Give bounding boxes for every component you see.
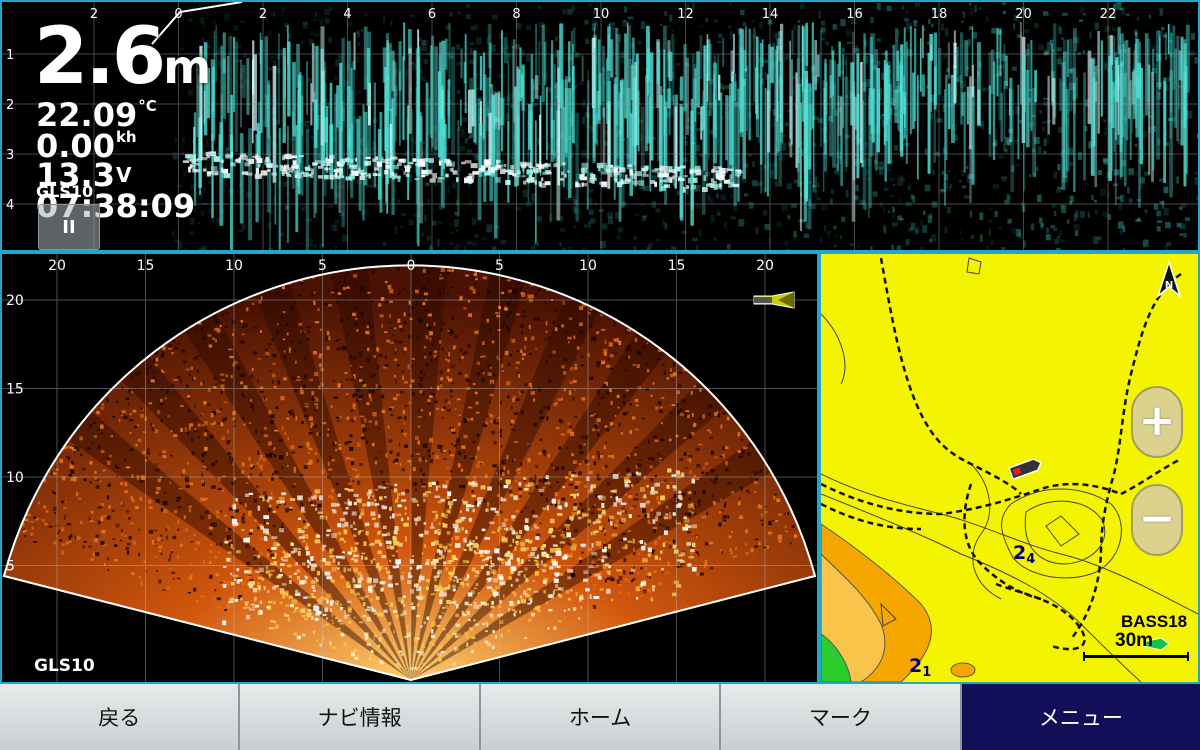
live-scope-returns (172, 2, 1198, 250)
live-scope-y-tick: 2 (6, 98, 14, 113)
green-area (821, 633, 852, 682)
fan-sonar-x-tick: 15 (668, 258, 686, 274)
voltage-unit: V (115, 163, 132, 187)
water-temperature-readout: 22.09°C (36, 96, 157, 134)
transducer-direction-icon (753, 291, 795, 309)
speed-readout: 0.00kh (36, 127, 137, 165)
live-scope-x-tick: 16 (846, 7, 863, 22)
fan-sonar-axis-labels: 20 15 10 5 0 5 10 15 20 20 15 10 5 (6, 258, 774, 575)
live-scope-y-tick: 4 (6, 198, 14, 213)
map-track-lines (821, 257, 1182, 651)
live-scope-x-tick: 22 (1100, 7, 1117, 22)
menu-button[interactable]: メニュー (961, 684, 1200, 750)
speed-unit: kh (115, 128, 137, 146)
map-scale-label: 30m (1115, 630, 1154, 651)
live-scope-x-tick: 14 (762, 7, 779, 22)
live-scope-x-tick: 8 (512, 7, 520, 22)
depth-value: 2.6 (34, 12, 166, 102)
zoom-in-button[interactable]: + (1131, 386, 1183, 458)
fan-sonar-y-tick: 10 (6, 470, 24, 486)
speed-value: 0.00 (36, 127, 115, 165)
waypoint-marker-icon (1142, 637, 1170, 651)
fan-sonar-beam-outline (2, 264, 817, 682)
live-scope-x-tick: 20 (1015, 7, 1032, 22)
fan-sonar-grid (2, 254, 817, 682)
chart-map-panel[interactable]: 24 21 N + − BASS18 30m (819, 252, 1200, 684)
map-scale-bar (1083, 652, 1189, 661)
fan-sonar-returns (4, 265, 815, 680)
fan-sonar-name: GLS10 (34, 656, 95, 676)
chart-map-image: 24 21 (821, 254, 1198, 682)
fan-sonar-x-tick: 15 (137, 258, 155, 274)
depth-label: 24 (1013, 542, 1035, 567)
voltage-value: 13.3 (36, 156, 115, 194)
map-depth-labels: 24 21 (909, 542, 1035, 680)
live-scope-beam-edge (151, 2, 243, 45)
live-scope-x-tick: 6 (428, 7, 436, 22)
live-scope-sonar-name: GLS10 (36, 182, 94, 201)
live-scope-y-tick: 1 (6, 48, 14, 63)
fan-sonar-x-tick: 0 (407, 258, 416, 274)
fan-sonar-x-tick: 20 (48, 258, 66, 274)
fan-sonar-x-tick: 10 (579, 258, 597, 274)
own-boat-icon (1008, 458, 1043, 481)
fan-sonar-x-tick: 20 (756, 258, 774, 274)
fan-sonar-y-tick: 20 (6, 293, 24, 309)
fan-sonar-y-tick: 15 (6, 382, 24, 398)
live-scope-x-tick: 4 (343, 7, 351, 22)
nav-info-button[interactable]: ナビ情報 (240, 684, 481, 750)
fan-sonar-image: 20 15 10 5 0 5 10 15 20 20 15 10 5 (2, 254, 817, 682)
voltage-readout: 13.3V (36, 159, 131, 191)
map-contours (821, 257, 1198, 682)
live-scope-x-tick: 10 (593, 7, 610, 22)
water-temp-value: 22.09 (36, 96, 138, 134)
live-scope-x-tick: 2 (259, 7, 267, 22)
bottom-nav-bar: 戻る ナビ情報 ホーム マーク メニュー (0, 684, 1200, 750)
fan-sonar-y-tick: 5 (6, 559, 15, 575)
chart-source-label: BASS18 (1121, 612, 1188, 631)
live-scope-x-tick: 12 (677, 7, 694, 22)
live-scope-panel[interactable]: 2 0 2 4 6 8 10 12 14 16 18 20 22 1 2 3 4 2.6m 22.09°C 0.… (0, 0, 1200, 252)
zoom-out-button[interactable]: − (1131, 484, 1183, 556)
mark-button[interactable]: マーク (721, 684, 962, 750)
live-scope-y-tick: 3 (6, 148, 14, 163)
fan-sonar-x-tick: 5 (495, 258, 504, 274)
back-button[interactable]: 戻る (0, 684, 241, 750)
pause-button[interactable]: II (38, 204, 100, 250)
fan-sonar-x-tick: 5 (318, 258, 327, 274)
fan-sonar-x-tick: 10 (225, 258, 243, 274)
depth-readout: 2.6m (34, 18, 211, 96)
live-scope-x-tick: 18 (931, 7, 948, 22)
shallow-spot (950, 662, 976, 678)
live-scope-x-tick: 2 (90, 7, 98, 22)
depth-label: 21 (909, 655, 931, 680)
home-button[interactable]: ホーム (480, 684, 722, 750)
compass-letter: N (1165, 280, 1173, 291)
depth-unit: m (163, 40, 212, 94)
fan-sonar-panel[interactable]: 20 15 10 5 0 5 10 15 20 20 15 10 5 GLS10 (0, 252, 819, 684)
water-temp-unit: °C (138, 97, 157, 115)
live-scope-grid (2, 2, 1198, 250)
